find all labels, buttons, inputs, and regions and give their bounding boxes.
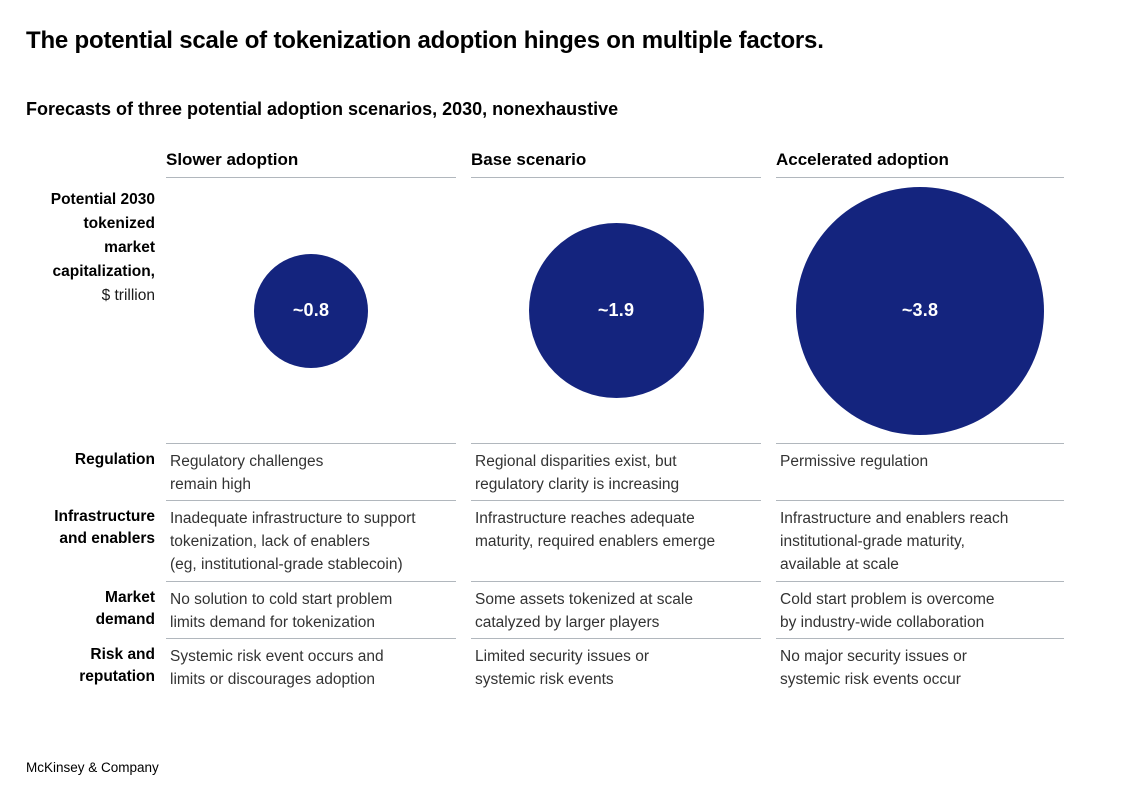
table-cell: Cold start problem is overcome by indust… bbox=[776, 581, 1064, 638]
chart-subtitle: Forecasts of three potential adoption sc… bbox=[26, 99, 619, 119]
row-label-risk-and-reputation: Risk and reputation bbox=[79, 646, 155, 685]
table-cell: Permissive regulation bbox=[776, 443, 1064, 500]
table-cell: Inadequate infrastructure to support tok… bbox=[166, 500, 456, 581]
bubble-cell-base-scenario: ~1.9 bbox=[471, 178, 761, 443]
bubble-cell-accelerated-adoption: ~3.8 bbox=[776, 178, 1064, 443]
bubble-base-scenario: ~1.9 bbox=[528, 223, 704, 398]
bubble-accelerated-adoption: ~3.8 bbox=[796, 186, 1044, 435]
metric-label-text: Potential 2030 tokenized market capitali… bbox=[50, 191, 155, 280]
bubble-value-label: ~3.8 bbox=[901, 300, 939, 320]
table-cell: Some assets tokenized at scale catalyzed… bbox=[471, 581, 761, 638]
column-header-base-scenario: Base scenario bbox=[471, 148, 761, 178]
column-header-slower-adoption: Slower adoption bbox=[166, 148, 456, 178]
row-label-regulation: Regulation bbox=[74, 451, 155, 468]
scenario-comparison-grid: Slower adoption Base scenario Accelerate… bbox=[0, 148, 1064, 700]
table-cell: No solution to cold start problem limits… bbox=[166, 581, 456, 638]
bubble-value-label: ~0.8 bbox=[292, 300, 330, 320]
row-label-market-demand: Market demand bbox=[95, 589, 155, 628]
table-cell: Limited security issues or systemic risk… bbox=[471, 638, 761, 700]
table-cell: Infrastructure and enablers reach instit… bbox=[776, 500, 1064, 581]
table-cell: Regulatory challenges remain high bbox=[166, 443, 456, 500]
table-cell: Regional disparities exist, but regulato… bbox=[471, 443, 761, 500]
metric-label: Potential 2030 tokenized market capitali… bbox=[0, 178, 166, 443]
page-title: The potential scale of tokenization adop… bbox=[26, 27, 824, 54]
metric-unit-label: $ trillion bbox=[101, 287, 155, 304]
bubble-slower-adoption: ~0.8 bbox=[254, 253, 368, 368]
table-cell: Infrastructure reaches adequate maturity… bbox=[471, 500, 761, 581]
row-label-infrastructure-and-enablers: Infrastructure and enablers bbox=[54, 508, 155, 547]
table-cell: Systemic risk event occurs and limits or… bbox=[166, 638, 456, 700]
table-cell: No major security issues or systemic ris… bbox=[776, 638, 1064, 700]
bubble-value-label: ~1.9 bbox=[597, 300, 635, 320]
column-header-accelerated-adoption: Accelerated adoption bbox=[776, 148, 1064, 178]
header-spacer bbox=[0, 148, 166, 178]
bubble-cell-slower-adoption: ~0.8 bbox=[166, 178, 456, 443]
company-logo-text: McKinsey & Company bbox=[26, 760, 159, 775]
